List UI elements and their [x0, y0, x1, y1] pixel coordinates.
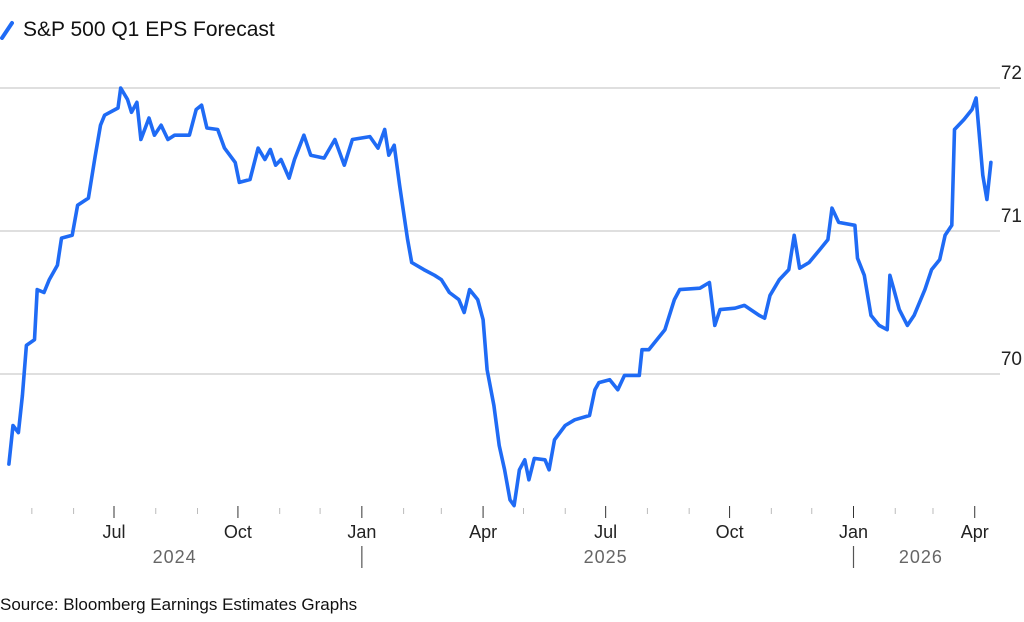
x-tick-label: Jul — [594, 522, 617, 542]
source-note: Source: Bloomberg Earnings Estimates Gra… — [0, 595, 358, 614]
x-tick-label: Jan — [347, 522, 376, 542]
x-year-label: 2026 — [899, 547, 943, 567]
x-tick-label: Jul — [102, 522, 125, 542]
line-chart: 72 71 70 Jul Oct Jan Apr Jul Oct Jan Apr 2024 2025 20… — [0, 63, 1022, 568]
x-tick-label: Apr — [961, 522, 989, 542]
x-tick-label: Oct — [224, 522, 252, 542]
y-tick-label: 70 — [1001, 349, 1022, 370]
y-tick-label: 72 — [1001, 63, 1022, 84]
x-tick-label: Apr — [469, 522, 497, 542]
legend-label: S&P 500 Q1 EPS Forecast — [23, 18, 275, 41]
legend: S&P 500 Q1 EPS Forecast — [0, 18, 275, 42]
legend-swatch-line-icon — [0, 21, 14, 40]
x-year-label: 2024 — [153, 547, 197, 567]
y-tick-label: 71 — [1001, 206, 1022, 227]
series-line — [7, 86, 993, 508]
x-tick-label: Oct — [716, 522, 744, 542]
x-year-label: 2025 — [584, 547, 628, 567]
x-tick-label: Jan — [839, 522, 868, 542]
